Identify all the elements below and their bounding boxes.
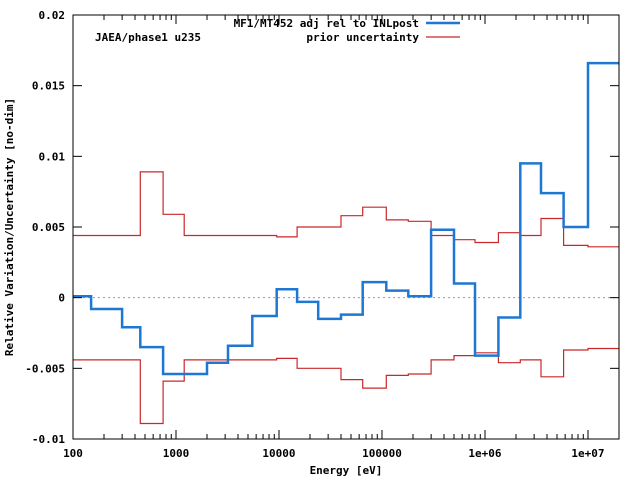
legend: MF1/MT452 adj rel to INLpost prior uncer…: [234, 17, 460, 44]
legend-label-mf1-mt452: MF1/MT452 adj rel to INLpost: [234, 17, 419, 30]
y-tick-label: 0.02: [39, 9, 66, 22]
series-line-prior-uncertainty-lower: [73, 347, 619, 425]
x-tick-label: 1e+06: [468, 447, 501, 460]
x-tick-label: 1e+07: [571, 447, 604, 460]
y-tick-label: 0.01: [39, 150, 66, 163]
y-axis-label: Relative Variation/Uncertainty [no-dim]: [3, 98, 16, 356]
y-tick-label: 0.005: [32, 221, 65, 234]
series-line-mf1-mt452: [73, 61, 619, 376]
x-tick-label: 100000: [362, 447, 402, 460]
x-tick-label: 1000: [163, 447, 190, 460]
annotation: JAEA/phase1 u235: [95, 31, 201, 44]
x-tick-label: 10000: [262, 447, 295, 460]
y-tick-label: -0.005: [25, 362, 65, 375]
series-layer: [73, 61, 619, 425]
axis-ticks: [72, 14, 619, 440]
series-line-prior-uncertainty: [73, 171, 619, 248]
y-tick-label: 0: [58, 292, 65, 305]
y-tick-label: 0.015: [32, 80, 65, 93]
plot-frame: [72, 14, 620, 440]
y-tick-label: -0.01: [32, 433, 65, 446]
tick-labels: -0.01 -0.005 0 0.005 0.01 0.015 0.02 100 1000 100…: [25, 9, 604, 460]
x-axis-label: Energy [eV]: [310, 464, 383, 477]
x-tick-label: 100: [63, 447, 83, 460]
legend-label-prior-uncertainty: prior uncertainty: [306, 31, 419, 44]
